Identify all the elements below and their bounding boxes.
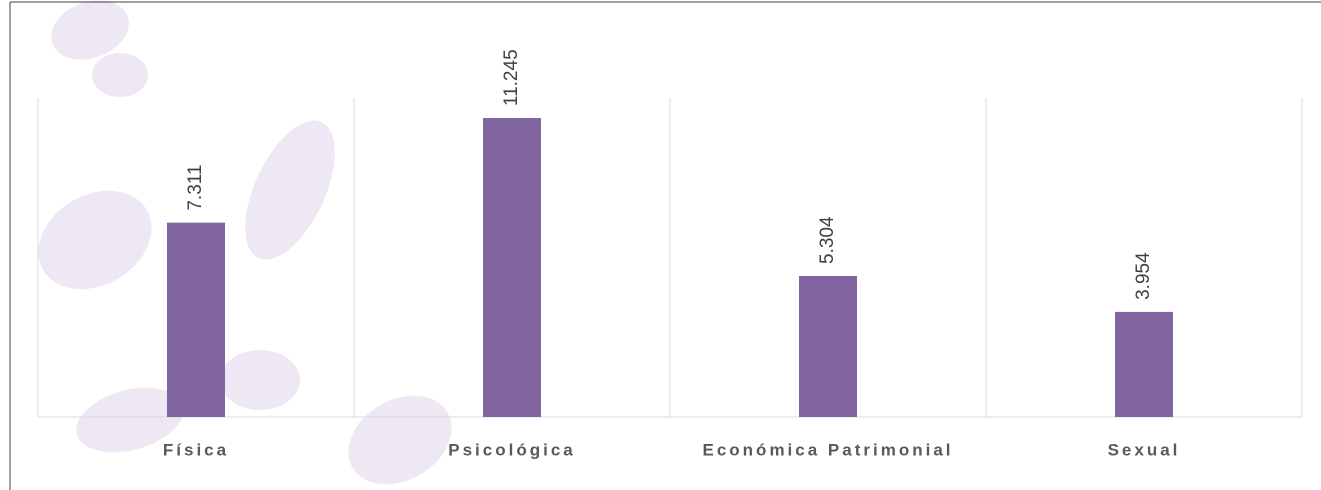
bar bbox=[799, 276, 857, 417]
data-label: 11.245 bbox=[501, 49, 522, 106]
bar bbox=[167, 223, 225, 417]
data-label: 5.304 bbox=[817, 216, 838, 264]
x-tick-label: Económica Patrimonial bbox=[703, 440, 954, 459]
data-label: 3.954 bbox=[1133, 252, 1154, 300]
chart: Física 7.311 Psicológica 11.245 Económica Pa… bbox=[0, 0, 1321, 490]
bar bbox=[1115, 312, 1173, 417]
x-tick-label: Psicológica bbox=[448, 440, 575, 459]
x-tick-label: Sexual bbox=[1108, 440, 1181, 459]
data-label: 7.311 bbox=[185, 165, 206, 211]
bar bbox=[483, 118, 541, 417]
x-tick-label: Física bbox=[163, 440, 229, 459]
page: Física 7.311 Psicológica 11.245 Económica Pa… bbox=[0, 0, 1321, 490]
